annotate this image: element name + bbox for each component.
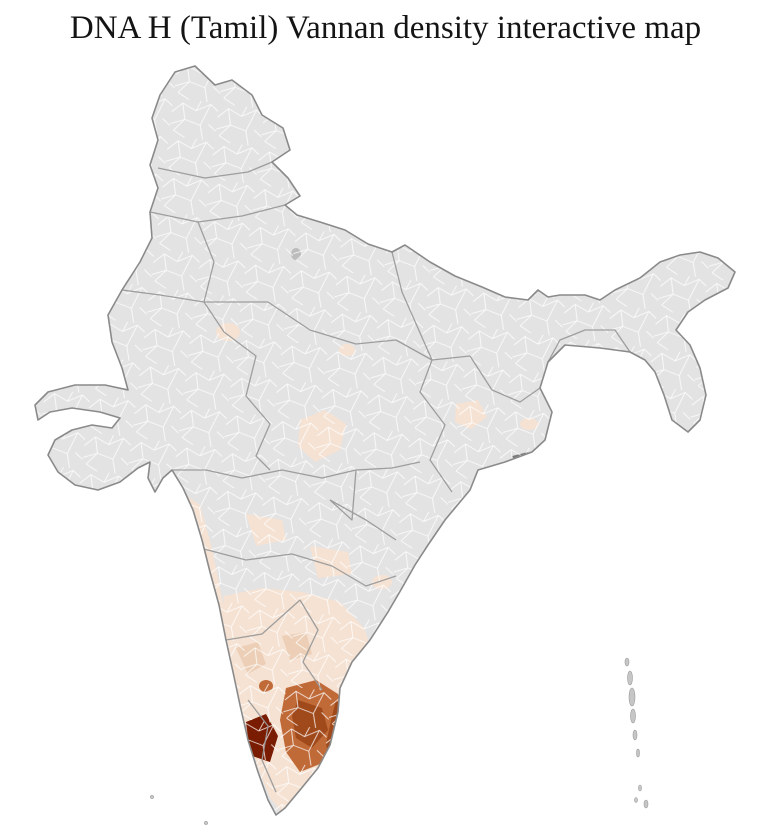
andaman-nicobar-islands[interactable] [624,657,649,809]
district-boundaries-mesh [35,66,735,815]
state-borders [121,161,631,793]
country-border [34,65,736,816]
lakshadweep-islands[interactable] [150,795,208,825]
page-title: DNA H (Tamil) Vannan density interactive… [69,10,702,46]
